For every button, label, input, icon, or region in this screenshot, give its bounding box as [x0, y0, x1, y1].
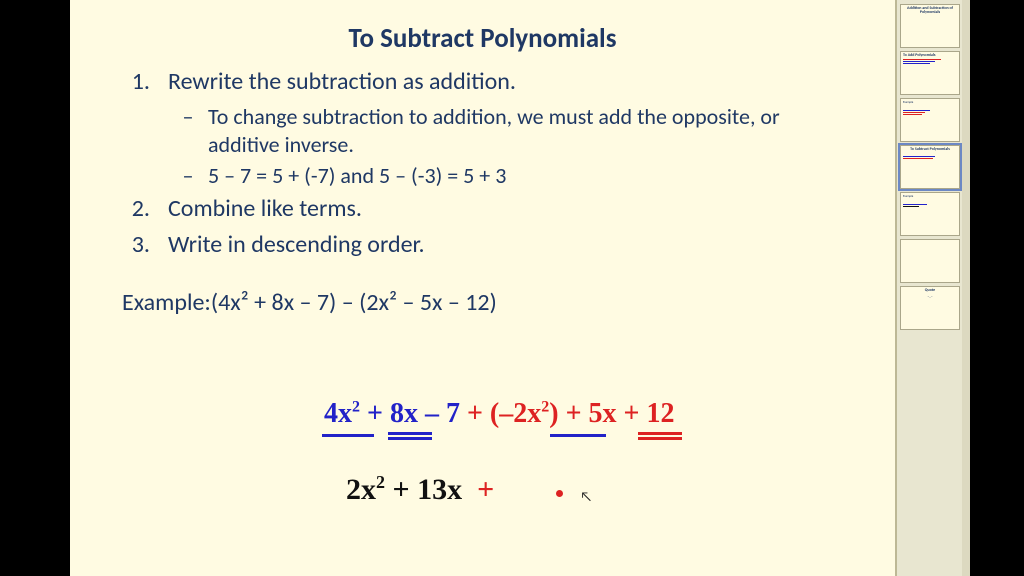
bullet-dash: –: [168, 162, 208, 190]
thumb-title: Example: [903, 101, 957, 104]
underline-5x-b: [638, 437, 682, 440]
step-number: 2.: [122, 194, 168, 224]
hand-red-part: + (–2x2) + 5x + 12: [460, 398, 675, 429]
handwriting-line-2: 2x2 + 13x +: [346, 472, 494, 507]
thumb-title: Example: [903, 195, 957, 198]
step-1: 1. Rewrite the subtraction as addition.: [122, 67, 853, 97]
step-1-sub-2: – 5 – 7 = 5 + (-7) and 5 – (-3) = 5 + 3: [168, 162, 853, 190]
handwriting-line-1: 4x2 + 8x – 7 + (–2x2) + 5x + 12: [324, 398, 674, 430]
thumb-title: Addition and Subtraction of Polynomials: [903, 7, 957, 16]
pen-dot-icon: [556, 490, 563, 497]
panel-gutter: [962, 0, 970, 576]
step-3: 3. Write in descending order.: [122, 230, 853, 260]
slide-thumbnail-panel: Addition and Subtraction of Polynomials …: [896, 0, 962, 576]
step-1-sub-1: – To change subtraction to addition, we …: [168, 103, 853, 158]
slide-thumbnail[interactable]: Quote "...": [900, 286, 960, 330]
thumb-title: Quote: [903, 289, 957, 293]
example-expression: (4x² + 8x – 7) – (2x² – 5x – 12): [211, 288, 497, 317]
slide-content: 1. Rewrite the subtraction as addition. …: [70, 67, 895, 317]
main-slide: To Subtract Polynomials 1. Rewrite the s…: [70, 0, 897, 576]
step-text: Combine like terms.: [168, 194, 853, 224]
step-text: Rewrite the subtraction as addition.: [168, 67, 853, 97]
step-number: 1.: [122, 67, 168, 97]
underline-8x-a: [388, 432, 432, 435]
underline-4x2: [322, 434, 374, 437]
slide-thumbnail[interactable]: Example: [900, 192, 960, 236]
step-text: Write in descending order.: [168, 230, 853, 260]
slide-thumbnail[interactable]: [900, 239, 960, 283]
hand-blue-part: 4x2 + 8x – 7: [324, 398, 460, 429]
example-label: Example:: [122, 288, 211, 317]
step-2: 2. Combine like terms.: [122, 194, 853, 224]
slide-title: To Subtract Polynomials: [70, 0, 895, 67]
slide-thumbnail[interactable]: Example: [900, 98, 960, 142]
slide-thumbnail[interactable]: To Subtract Polynomials: [900, 145, 960, 189]
mouse-cursor-icon: ↖: [580, 488, 592, 505]
slide-thumbnail[interactable]: To Add Polynomials: [900, 51, 960, 95]
underline-neg2x2: [550, 434, 606, 437]
slide-thumbnail[interactable]: Addition and Subtraction of Polynomials: [900, 4, 960, 48]
step-number: 3.: [122, 230, 168, 260]
sub-text: 5 – 7 = 5 + (-7) and 5 – (-3) = 5 + 3: [208, 162, 853, 190]
sub-text: To change subtraction to addition, we mu…: [208, 103, 853, 158]
underline-5x-a: [638, 432, 682, 435]
thumb-title: To Add Polynomials: [903, 54, 957, 58]
thumb-title: To Subtract Polynomials: [903, 148, 957, 152]
example-row: Example: (4x² + 8x – 7) – (2x² – 5x – 12…: [122, 288, 853, 317]
video-stage: To Subtract Polynomials 1. Rewrite the s…: [0, 0, 1024, 576]
bullet-dash: –: [168, 103, 208, 158]
underline-8x-b: [388, 437, 432, 440]
